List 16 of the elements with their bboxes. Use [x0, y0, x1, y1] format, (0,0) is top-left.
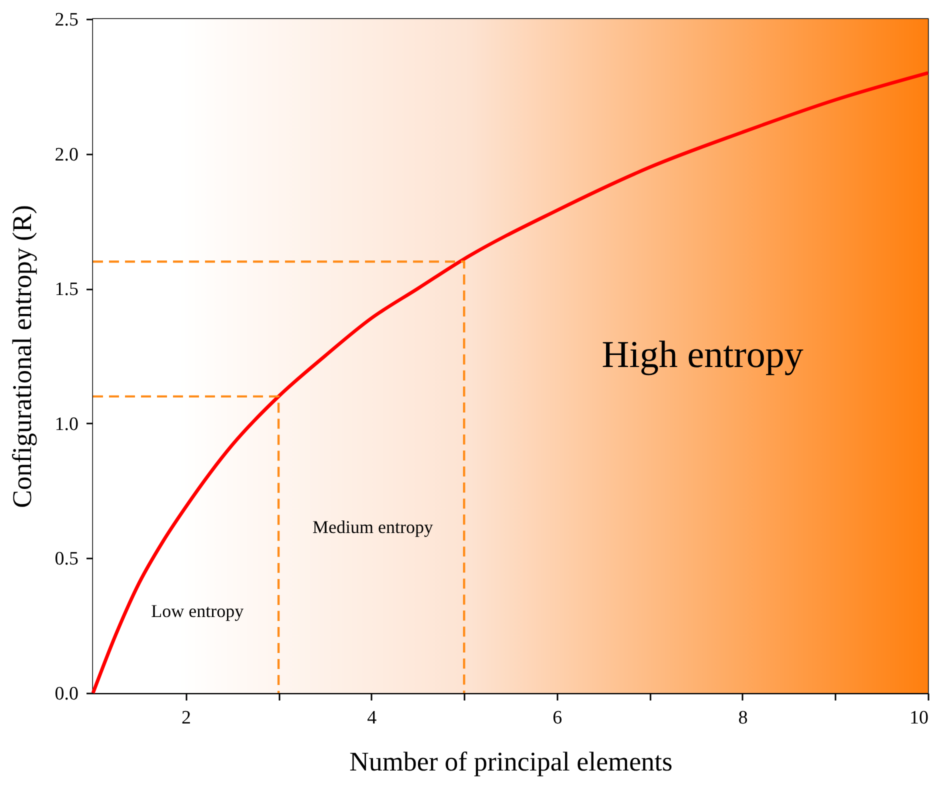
x-tick-label: 10 [910, 708, 928, 728]
x-tick-label: 6 [552, 708, 562, 728]
annotation: Low entropy [151, 601, 244, 622]
annotation: Medium entropy [312, 516, 433, 537]
y-tick-label: 0.0 [54, 684, 78, 704]
y-tick-label: 0.5 [54, 548, 78, 570]
y-tick-label: 2.0 [54, 144, 78, 166]
y-tick-label: 2.5 [54, 10, 78, 30]
annotation: High entropy [602, 334, 804, 376]
x-axis-title: Number of principal elements [349, 746, 673, 776]
y-tick-label: 1.5 [54, 279, 78, 300]
x-tick-label: 2 [182, 708, 192, 728]
x-tick-label: 4 [367, 708, 378, 728]
y-axis-title: Configurational entropy (R) [6, 205, 37, 508]
x-tick-label: 8 [738, 708, 748, 728]
y-tick-label: 1.0 [54, 414, 78, 435]
